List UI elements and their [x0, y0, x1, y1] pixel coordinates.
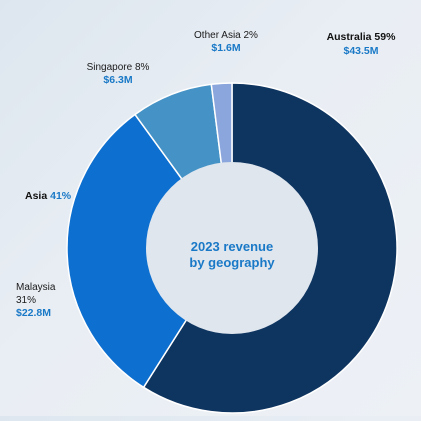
label-singapore: Singapore 8% — [87, 62, 150, 73]
value-malaysia: $22.8M — [16, 307, 51, 319]
value-australia: $43.5M — [343, 45, 378, 57]
labels-group: Australia 59% $43.5M Other Asia 2%$1.6M Sin… — [16, 30, 396, 319]
label-australia: Australia 59% — [327, 31, 397, 43]
percent-malaysia: 31% — [16, 295, 36, 306]
value-singapore: $6.3M — [103, 74, 132, 86]
center-title-line-1: 2023 revenue — [191, 239, 273, 254]
label-malaysia: Malaysia — [16, 282, 56, 293]
center-title-line-2: by geography — [189, 255, 275, 270]
label-asia-group: Asia 41% — [25, 190, 72, 202]
label-other-asia: Other Asia 2% — [194, 30, 258, 41]
donut-hole — [146, 162, 318, 334]
value-other-asia: $1.6M — [211, 42, 240, 54]
